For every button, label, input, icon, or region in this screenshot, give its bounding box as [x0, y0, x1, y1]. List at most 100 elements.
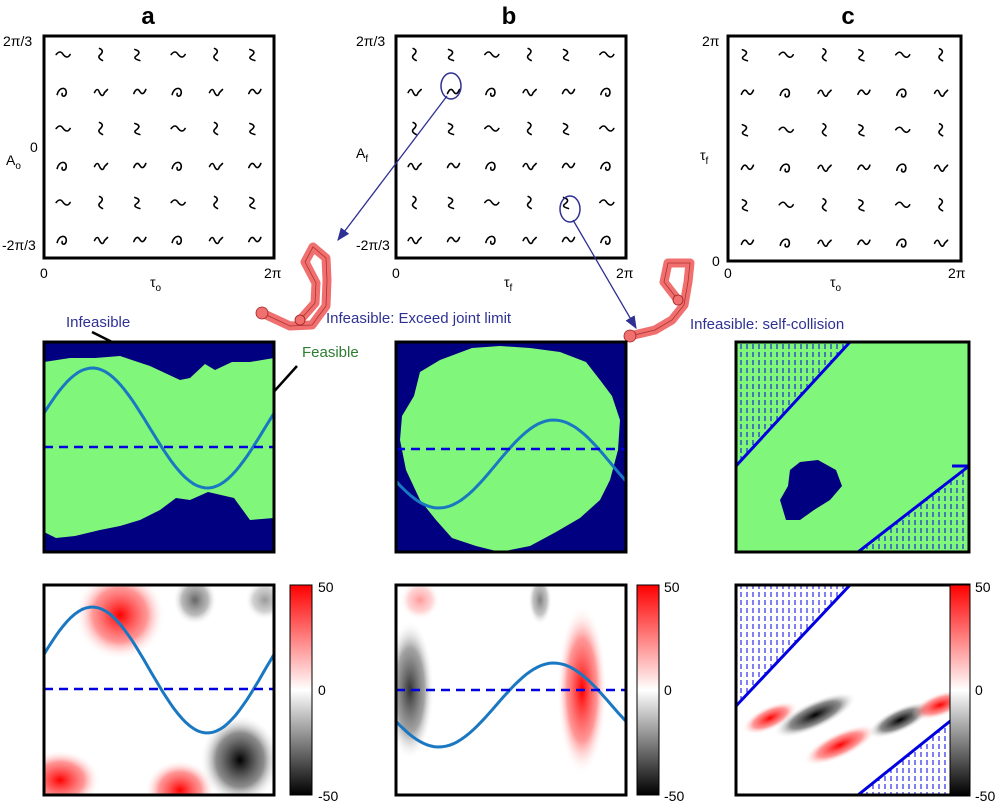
robot-shape-glyph	[858, 123, 865, 137]
robot-shape-glyph	[55, 199, 71, 206]
robot-shape-glyph	[821, 197, 827, 212]
c-ytick-bottom: 0	[712, 253, 720, 269]
robot-shape-glyph	[411, 47, 417, 62]
frame-mid-a	[42, 340, 276, 554]
colorbar-c-max: 50	[975, 579, 991, 595]
robot-self-collision-illustration	[623, 258, 695, 343]
annotation-self-collision: Infeasible: self-collision	[690, 316, 844, 333]
robot-shape-glyph	[600, 235, 611, 245]
robot-shape-glyph	[411, 195, 417, 210]
robot-shape-glyph	[407, 88, 422, 97]
robot-shape-glyph	[741, 123, 749, 137]
robot-shape-glyph	[208, 88, 224, 97]
b-ylabel: Af	[356, 145, 368, 165]
colorbar-a-min: -50	[318, 788, 338, 804]
robot-shape-glyph	[98, 47, 104, 62]
robot-shape-glyph	[133, 236, 147, 243]
robot-shape-glyph	[213, 47, 219, 62]
robot-shape-glyph	[522, 88, 537, 97]
colorbar-a-mid: 0	[318, 682, 326, 698]
robot-shape-glyph	[249, 122, 256, 136]
robot-shape-glyph	[561, 88, 576, 95]
a-xlabel: τo	[150, 274, 162, 294]
b-xtick-left: 0	[392, 265, 400, 281]
robot-shape-glyph	[741, 48, 749, 62]
robot-shape-glyph	[170, 51, 186, 58]
robot-shape-glyph	[894, 201, 911, 209]
robot-shape-glyph	[895, 238, 907, 248]
robot-shape-glyph	[171, 161, 182, 171]
robot-shape-glyph	[599, 199, 615, 206]
robot-shape-glyph	[821, 122, 827, 137]
frame-bot-b	[394, 583, 628, 797]
robot-shape-glyph	[857, 89, 871, 96]
frame-bot-a	[42, 583, 276, 797]
robot-shape-glyph	[484, 51, 500, 58]
robot-shape-glyph	[485, 87, 496, 97]
a-ytick-top: 2π/3	[3, 33, 32, 49]
annotation-feasible: Feasible	[302, 344, 359, 361]
c-ytick-top: 2π	[702, 33, 720, 49]
robot-shape-glyph	[817, 164, 832, 173]
robot-shape-glyph	[407, 236, 422, 245]
gait-grid-b	[394, 34, 628, 260]
robot-shape-glyph	[858, 48, 865, 62]
gait-grid-a	[42, 34, 276, 260]
robot-shape-glyph	[857, 164, 871, 171]
robot-shape-glyph	[447, 48, 455, 62]
robot-shape-glyph	[522, 236, 537, 245]
robot-shape-glyph	[740, 164, 755, 171]
robot-shape-glyph	[447, 122, 455, 136]
colorbar-c-min: -50	[975, 788, 995, 804]
robot-shape-glyph	[599, 51, 615, 58]
robot-shape-glyph	[894, 126, 911, 134]
robot-shape-glyph	[93, 162, 109, 171]
frame-mid-b	[394, 340, 628, 554]
colorbar-c: 50 0 -50	[949, 579, 995, 804]
robot-shape-glyph	[134, 196, 141, 210]
highlight-circle-self-collision	[559, 195, 581, 223]
robot-shape-glyph	[741, 198, 749, 212]
a-xtick-right: 2π	[264, 265, 282, 281]
trajectory-sine-curve	[42, 605, 276, 735]
panel-label-a: a	[141, 3, 155, 30]
a-xtick-left: 0	[40, 265, 48, 281]
robot-shape-glyph	[778, 201, 795, 209]
robot-shape-glyph	[562, 122, 570, 136]
robot-shape-glyph	[561, 236, 576, 243]
colorbar-a-max: 50	[318, 579, 334, 595]
robot-shape-glyph	[526, 121, 532, 136]
robot-shape-glyph	[56, 235, 67, 245]
annotation-infeasible: Infeasible	[66, 314, 130, 331]
robot-shape-glyph	[562, 196, 570, 210]
trajectory-curves-bottom	[42, 605, 628, 749]
frame-mid-c	[734, 340, 971, 554]
colorbar-b-min: -50	[664, 788, 684, 804]
robot-shape-glyph	[938, 122, 944, 137]
robot-shape-glyph	[562, 48, 570, 62]
robot-shape-glyph	[208, 236, 224, 245]
robot-shape-glyph	[171, 87, 182, 97]
robot-shape-glyph	[894, 51, 911, 59]
robot-shape-glyph	[485, 161, 496, 171]
robot-shape-glyph	[895, 88, 907, 98]
gait-grid-c	[726, 34, 963, 263]
robot-shape-glyph	[938, 197, 944, 212]
robot-shape-glyph	[817, 239, 832, 248]
robot-shape-glyph	[600, 87, 611, 97]
robot-shape-glyph	[213, 195, 219, 210]
trajectory-sine-curve	[42, 366, 276, 490]
annotation-joint-limit: Infeasible: Exceed joint limit	[326, 310, 512, 327]
robot-shape-glyph	[447, 196, 455, 210]
robot-shape-glyph	[938, 47, 944, 62]
robot-shape-glyph	[933, 239, 949, 248]
feasibility-map-c	[736, 342, 969, 552]
c-xtick-left: 0	[724, 265, 732, 281]
robot-shape-glyph	[446, 88, 461, 95]
robot-shape-glyph	[740, 239, 755, 246]
c-xtick-right: 2π	[948, 265, 966, 281]
robot-shape-glyph	[98, 195, 104, 210]
robot-shape-glyph	[134, 48, 141, 62]
robot-shape-glyph	[56, 161, 67, 171]
